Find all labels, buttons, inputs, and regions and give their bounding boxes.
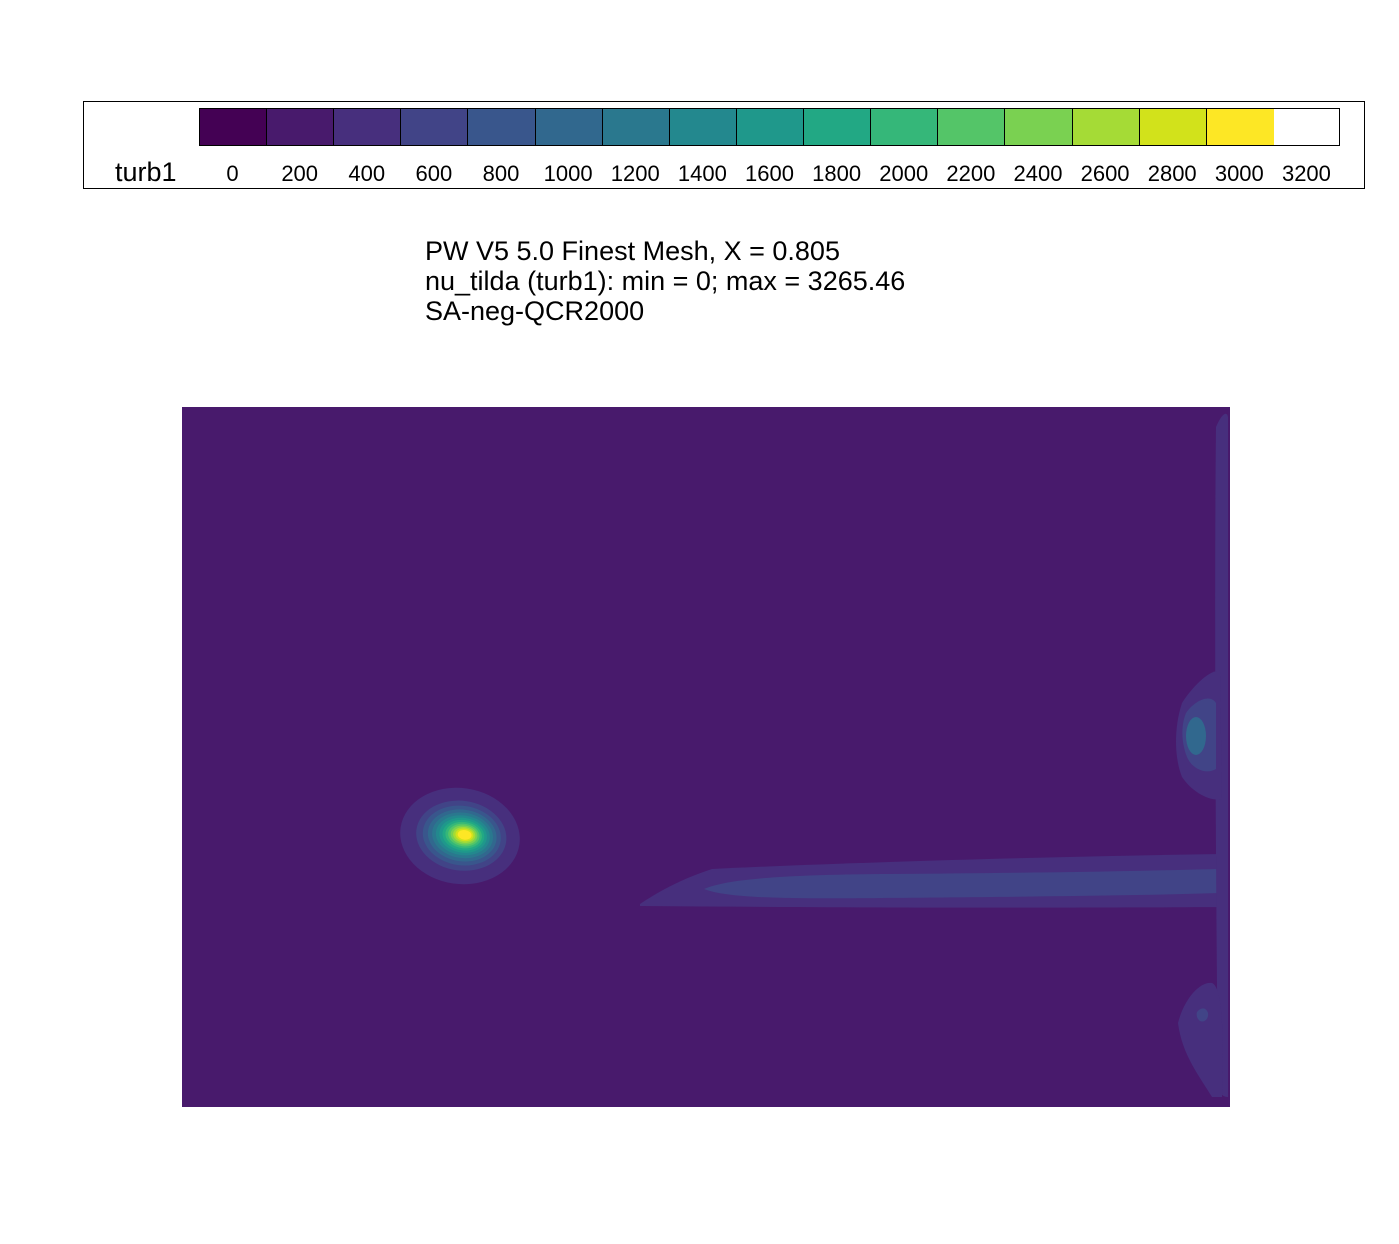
colorbar-tick-label: 3000 — [1214, 161, 1264, 186]
right-wall-strip-contour — [1215, 413, 1228, 1097]
colorbar-segment — [669, 109, 737, 145]
colorbar-segment — [938, 109, 1006, 145]
title-line-1: PW V5 5.0 Finest Mesh, X = 0.805 — [425, 236, 840, 266]
colorbar-tick-label: 600 — [415, 161, 453, 186]
wall-lower-blob-inner — [1196, 1008, 1209, 1022]
colorbar-tick-label: 1400 — [677, 161, 727, 186]
colorbar-segment — [736, 109, 805, 145]
colorbar-tick-label: 800 — [482, 161, 520, 186]
colorbar-tick-label: 1000 — [543, 161, 593, 186]
colorbar-tick-label: 2800 — [1147, 161, 1197, 186]
colorbar-segment — [602, 109, 670, 145]
colorbar-segment — [1072, 109, 1140, 145]
colorbar-segment — [804, 109, 872, 145]
colorbar-segment — [200, 109, 268, 145]
colorbar-segment — [401, 109, 469, 145]
colorbar-segment — [535, 109, 603, 145]
colorbar-segment — [871, 109, 939, 145]
colorbar-tick-label: 3200 — [1281, 161, 1331, 186]
colorbar — [199, 108, 1340, 146]
colorbar-tick-label: 1600 — [745, 161, 794, 186]
title-line-2: nu_tilda (turb1): min = 0; max = 3265.46 — [425, 266, 906, 296]
colorbar-tick-label: 0 — [226, 161, 239, 186]
colorbar-tick-label: 2200 — [946, 161, 996, 186]
colorbar-title: turb1 — [115, 157, 177, 187]
colorbar-segment — [267, 109, 335, 145]
colorbar-tick-label: 2400 — [1013, 161, 1063, 186]
colorbar-tick-label: 200 — [281, 161, 319, 186]
wall-lower-blob-outer — [1178, 982, 1223, 1097]
vortex-contour-level — [459, 831, 470, 839]
wake-sheet-inner-contour — [704, 869, 1219, 899]
colorbar-tick-label: 400 — [348, 161, 386, 186]
chart-title: PW V5 5.0 Finest Mesh, X = 0.805 nu_tild… — [425, 236, 905, 326]
colorbar-tick-label: 2000 — [879, 161, 929, 186]
colorbar-tick-label: 1200 — [610, 161, 660, 186]
vortex-core-contours — [400, 787, 520, 885]
plot-background — [182, 407, 1230, 1107]
colorbar-tick-label: 2600 — [1080, 161, 1130, 186]
colorbar-segment — [1139, 109, 1207, 145]
colorbar-segment — [1005, 109, 1073, 145]
colorbar-segment — [334, 109, 402, 145]
title-line-3: SA-neg-QCR2000 — [425, 296, 645, 326]
colorbar-segment — [468, 109, 536, 145]
contour-plot — [182, 407, 1230, 1107]
colorbar-segment — [1206, 109, 1274, 145]
colorbar-tick-label: 1800 — [812, 161, 862, 186]
wall-upper-blob-core — [1186, 717, 1206, 755]
